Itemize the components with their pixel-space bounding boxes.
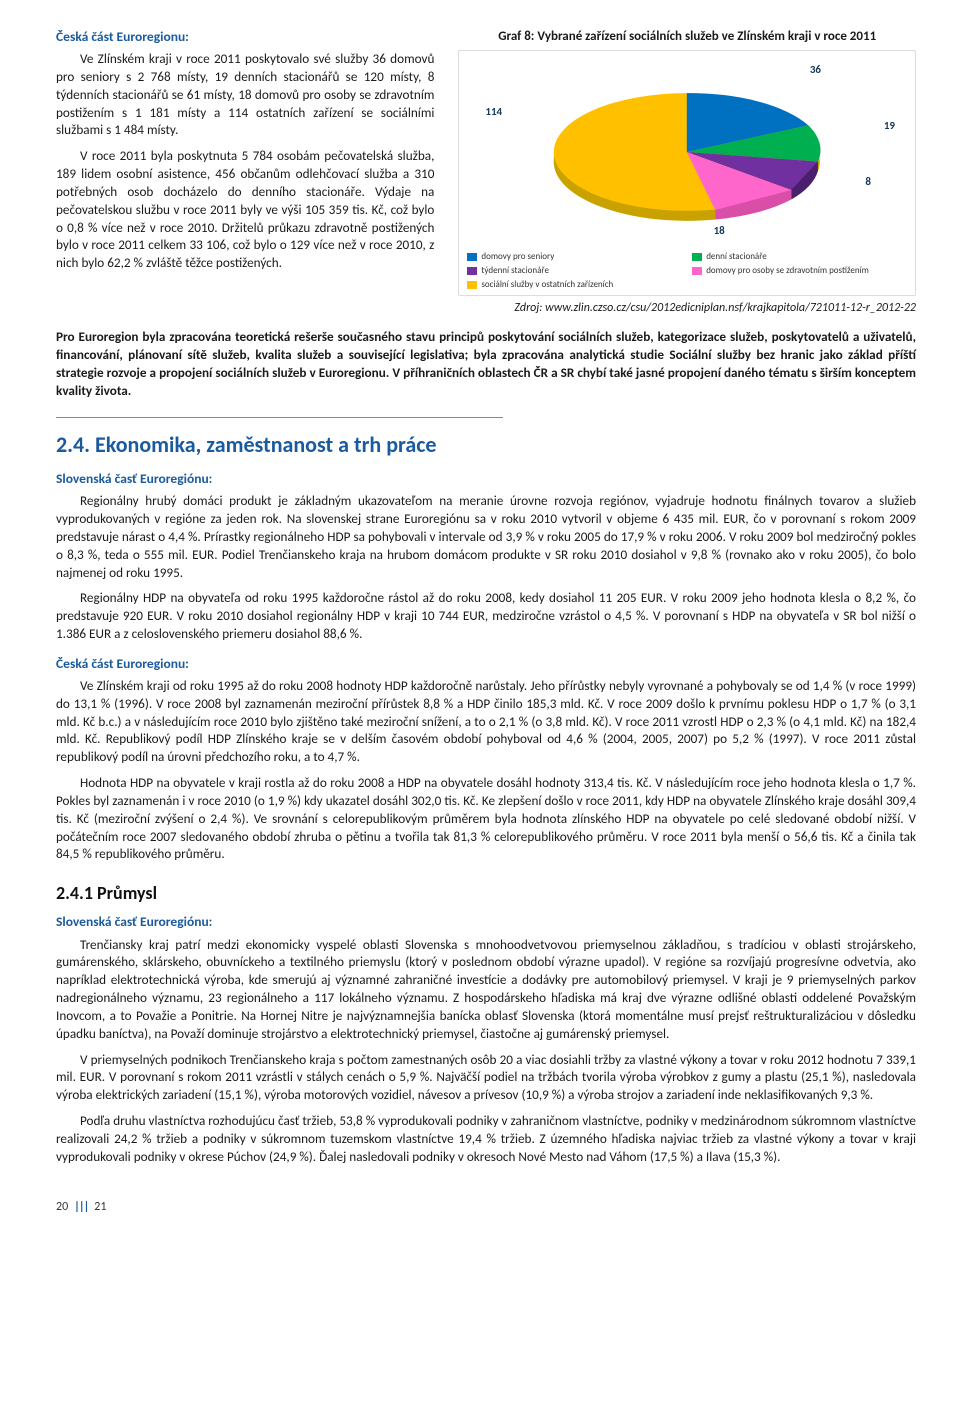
chart-title: Graf 8: Vybrané zařízení sociálních služ… (458, 28, 916, 46)
sec241-sk-p3: Podľa druhu vlastníctva rozhodujúcu časť… (56, 1112, 916, 1165)
legend-item: týdenní stacionáře (467, 265, 682, 277)
heading-2-4-1: 2.4.1 Průmysl (56, 881, 916, 905)
sec1-p1: Ve Zlínském kraji v roce 2011 poskytoval… (56, 50, 434, 139)
chart-container: 36 19 8 18 114 domovy pro seniory denní … (458, 50, 916, 296)
sec24-sk-p2: Regionálny HDP na obyvateľa od roku 1995… (56, 589, 916, 642)
section-1: Česká část Euroregionu: Ve Zlínském kraj… (56, 28, 916, 316)
page-footer: 20 ||| 21 (56, 1199, 916, 1215)
sec24-cz-p1: Ve Zlínském kraji od roku 1995 až do rok… (56, 677, 916, 766)
legend-item: denní stacionáře (692, 251, 907, 263)
region-label-cz-24: Česká část Euroregionu: (56, 655, 916, 673)
sec24-sk-p1: Regionálny hrubý domáci produkt je zákla… (56, 492, 916, 581)
foot-bar-icon: ||| (74, 1199, 88, 1215)
region-label-cz-1: Česká část Euroregionu: (56, 28, 434, 46)
pie-svg (467, 57, 907, 247)
col-right: Graf 8: Vybrané zařízení sociálních služ… (458, 28, 916, 316)
sec1-p2: V roce 2011 byla poskytnuta 5 784 osobám… (56, 147, 434, 272)
pie-label-18: 18 (714, 224, 725, 239)
page-right: 21 (94, 1199, 106, 1215)
pie-label-19: 19 (884, 119, 895, 134)
col-left: Česká část Euroregionu: Ve Zlínském kraj… (56, 28, 434, 316)
chart-source: Zdroj: www.zlin.czso.cz/csu/2012edicnipl… (458, 300, 916, 316)
pie-label-36: 36 (810, 63, 821, 78)
separator (56, 417, 503, 418)
sec241-sk-p1: Trenčiansky kraj patrí medzi ekonomicky … (56, 936, 916, 1043)
legend-item: domovy pro osoby se zdravotním postižení… (692, 265, 907, 277)
chart-legend: domovy pro seniory denní stacionáře týde… (467, 251, 907, 291)
pie-label-8: 8 (865, 175, 871, 190)
sec24-cz-p2: Hodnota HDP na obyvatele v kraji rostla … (56, 774, 916, 863)
legend-item: domovy pro seniory (467, 251, 682, 263)
pie-label-114: 114 (485, 105, 502, 120)
sec1-bold: Pro Euroregion byla zpracována teoretick… (56, 328, 916, 399)
pie-chart: 36 19 8 18 114 (467, 57, 907, 247)
page-left: 20 (56, 1199, 68, 1215)
heading-2-4: 2.4. Ekonomika, zaměstnanost a trh práce (56, 430, 916, 460)
region-label-sk-24: Slovenská časť Euroregiónu: (56, 470, 916, 488)
region-label-sk-241: Slovenská časť Euroregiónu: (56, 913, 916, 931)
legend-item: sociální služby v ostatních zařízeních (467, 279, 682, 291)
sec241-sk-p2: V priemyselných podnikoch Trenčianskeho … (56, 1051, 916, 1104)
